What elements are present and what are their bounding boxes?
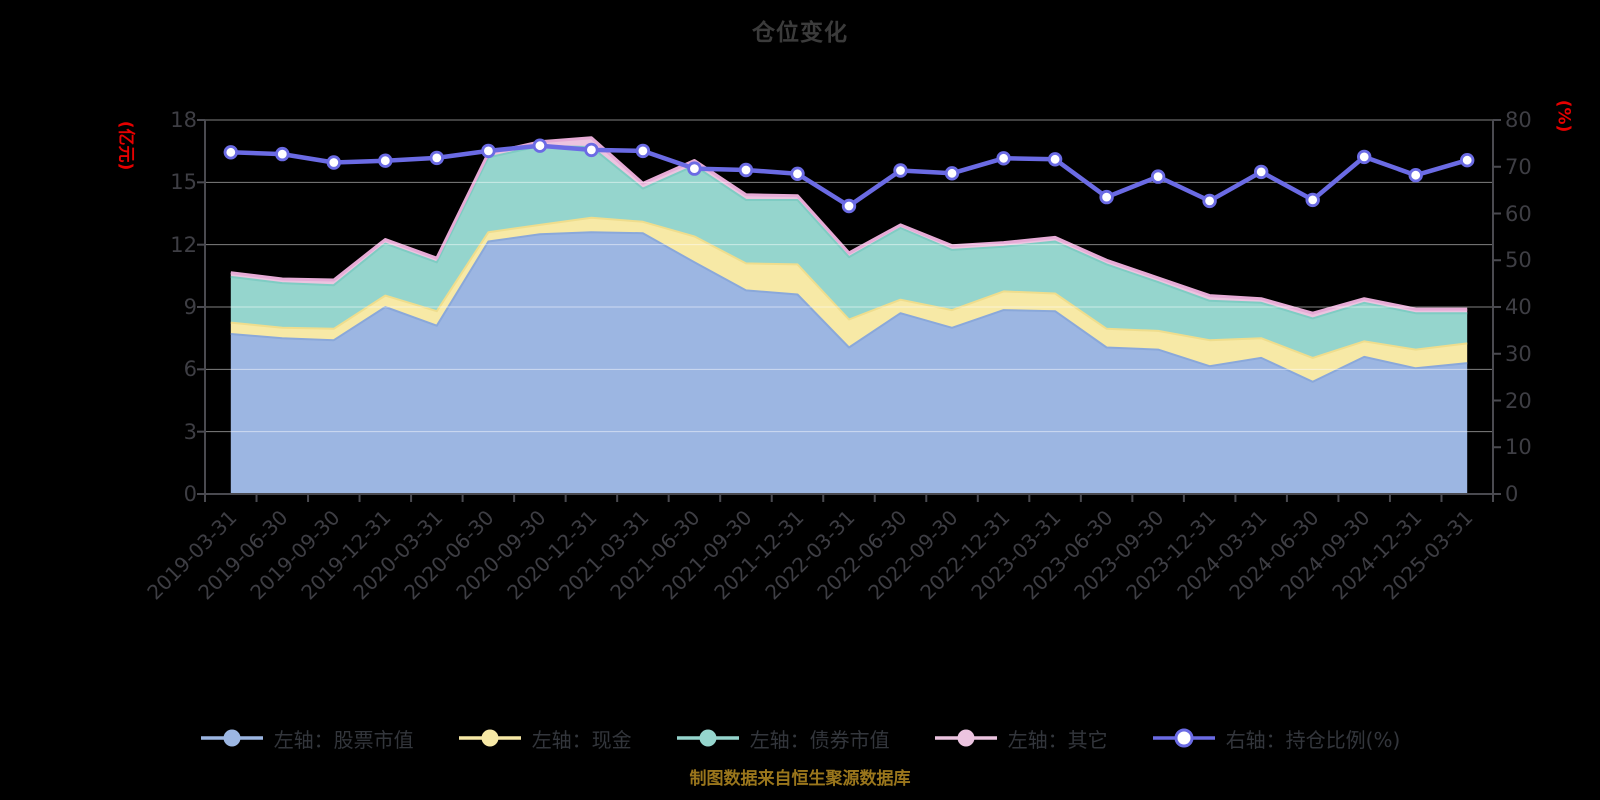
right-tick-label: 40	[1505, 295, 1532, 319]
ratio-marker	[429, 150, 445, 166]
ratio-marker	[1408, 167, 1423, 183]
legend-label: 左轴：债券市值	[749, 727, 890, 752]
plot-area	[197, 119, 1501, 502]
ratio-marker	[481, 143, 496, 159]
ratio-marker	[1305, 192, 1320, 208]
area-swatch-icon	[676, 729, 739, 747]
left-tick-label: 6	[183, 357, 197, 382]
left-tick-label: 9	[183, 295, 197, 319]
area-fill-1	[230, 217, 1468, 382]
ratio-marker	[223, 145, 239, 160]
ratio-marker	[326, 155, 342, 170]
ratio-marker	[635, 143, 651, 159]
legend-item-4[interactable]: 右轴：持仓比例(%)	[1152, 724, 1401, 753]
right-tick-label: 70	[1505, 154, 1532, 179]
ratio-marker	[738, 162, 754, 178]
ratio-marker	[1150, 169, 1166, 184]
chart-footer: 制图数据来自恒生聚源数据库	[689, 769, 911, 789]
ratio-marker	[1459, 152, 1475, 168]
area-swatch-icon	[458, 729, 521, 747]
ratio-marker	[584, 142, 599, 158]
area-fill-0	[230, 232, 1468, 494]
area-fill-2	[230, 146, 1468, 358]
ratio-marker	[378, 153, 393, 168]
right-tick-label: 10	[1505, 435, 1532, 460]
legend-item-1[interactable]: 左轴：现金	[458, 724, 632, 753]
chart-title: 仓位变化	[752, 20, 848, 46]
area-edge-0	[230, 231, 1468, 383]
legend-label: 右轴：持仓比例(%)	[1225, 727, 1401, 752]
right-tick-label: 0	[1505, 482, 1519, 506]
left-tick-label: 12	[170, 232, 197, 257]
area-edge-3	[230, 136, 1468, 315]
right-tick-label: 20	[1505, 388, 1532, 413]
ratio-marker	[893, 163, 908, 178]
ratio-marker	[532, 138, 548, 153]
left-tick-label: 18	[170, 108, 197, 132]
left-tick-label: 0	[183, 482, 197, 506]
area-edge-1	[230, 216, 1468, 359]
ratio-marker	[790, 166, 805, 182]
area-edge-2	[230, 145, 1468, 320]
ratio-marker	[1047, 152, 1063, 167]
legend-label: 左轴：股票市值	[273, 727, 414, 752]
ratio-marker	[841, 198, 857, 214]
ratio-marker	[687, 161, 702, 176]
right-tick-label: 80	[1505, 108, 1532, 132]
legend: 左轴：股票市值 左轴：现金 左轴：债券市值 左轴：其它 右轴：持仓比例(%)	[0, 716, 1600, 760]
ratio-marker	[996, 151, 1011, 166]
ratio-line	[228, 143, 1470, 209]
left-tick-label: 15	[170, 170, 197, 195]
ratio-marker	[275, 146, 290, 162]
legend-item-2[interactable]: 左轴：债券市值	[676, 724, 890, 753]
right-tick-label: 50	[1505, 248, 1532, 273]
right-tick-label: 30	[1505, 341, 1532, 366]
left-tick-label: 3	[183, 419, 197, 444]
legend-label: 左轴：其它	[1007, 727, 1108, 752]
area-swatch-icon	[200, 729, 263, 747]
ratio-marker	[944, 166, 960, 181]
ratio-marker	[1099, 189, 1114, 205]
line-marker-swatch-icon	[1152, 728, 1215, 748]
ratio-marker	[1253, 164, 1269, 180]
legend-label: 左轴：现金	[531, 727, 632, 752]
ratio-marker	[1356, 149, 1372, 165]
legend-item-3[interactable]: 左轴：其它	[934, 724, 1108, 753]
legend-item-0[interactable]: 左轴：股票市值	[200, 724, 414, 753]
ratio-marker	[1202, 193, 1217, 209]
right-tick-label: 60	[1505, 201, 1532, 226]
area-swatch-icon	[934, 729, 997, 747]
